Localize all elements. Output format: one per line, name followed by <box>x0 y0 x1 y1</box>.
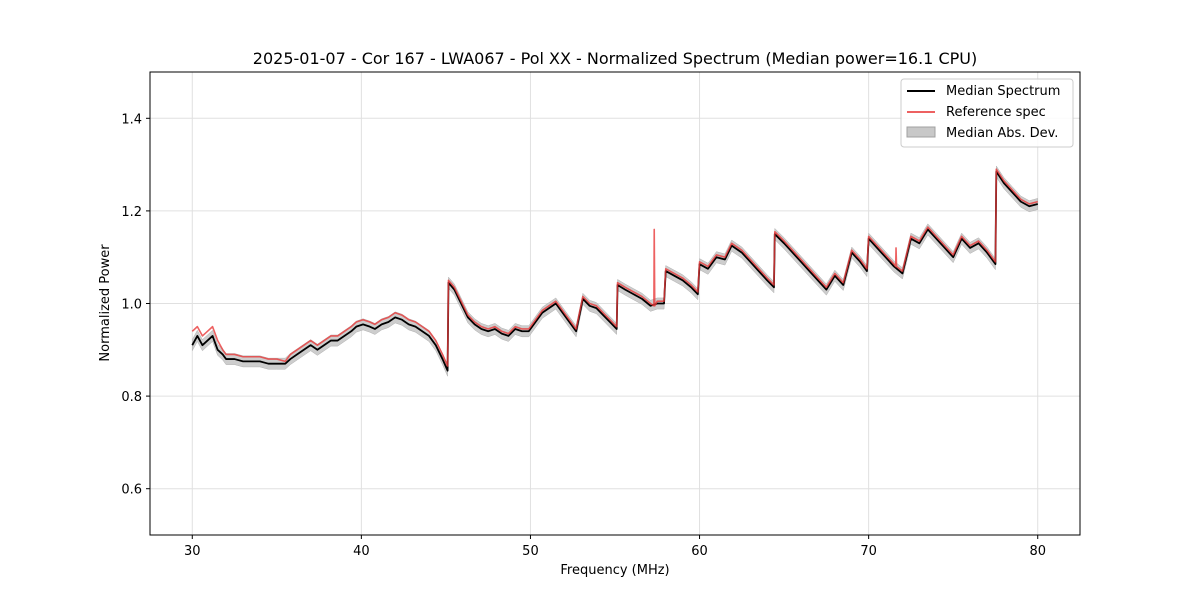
series-median-spectrum <box>191 170 1038 372</box>
legend: Median Spectrum Reference spec Median Ab… <box>900 78 1074 148</box>
legend-label-mad: Median Abs. Dev. <box>946 126 1058 141</box>
legend-label-reference: Reference spec <box>946 105 1046 120</box>
x-tick-label: 60 <box>691 544 708 559</box>
x-tick-label: 30 <box>184 544 201 559</box>
y-tick-label: 1.2 <box>121 205 142 220</box>
legend-box <box>900 78 1074 148</box>
x-tick-label: 40 <box>353 544 370 559</box>
series-layer <box>191 168 1038 372</box>
x-tick-label: 80 <box>1029 544 1046 559</box>
y-tick-label: 0.8 <box>121 390 142 405</box>
y-axis-label: Normalized Power <box>98 244 113 362</box>
y-tick-label: 0.6 <box>121 483 142 498</box>
x-axis-ticks: 30 40 50 60 70 80 <box>184 535 1046 559</box>
x-tick-label: 50 <box>522 544 539 559</box>
y-tick-label: 1.0 <box>121 298 142 313</box>
x-axis-label: Frequency (MHz) <box>560 563 669 578</box>
y-axis-ticks: 0.6 0.8 1.0 1.2 1.4 <box>121 112 150 498</box>
chart-title: 2025-01-07 - Cor 167 - LWA067 - Pol XX -… <box>253 49 977 68</box>
y-tick-label: 1.4 <box>121 112 142 127</box>
legend-swatch-mad <box>906 126 936 138</box>
legend-label-median: Median Spectrum <box>946 84 1060 99</box>
x-tick-label: 70 <box>860 544 877 559</box>
series-reference-spec <box>191 168 1038 367</box>
